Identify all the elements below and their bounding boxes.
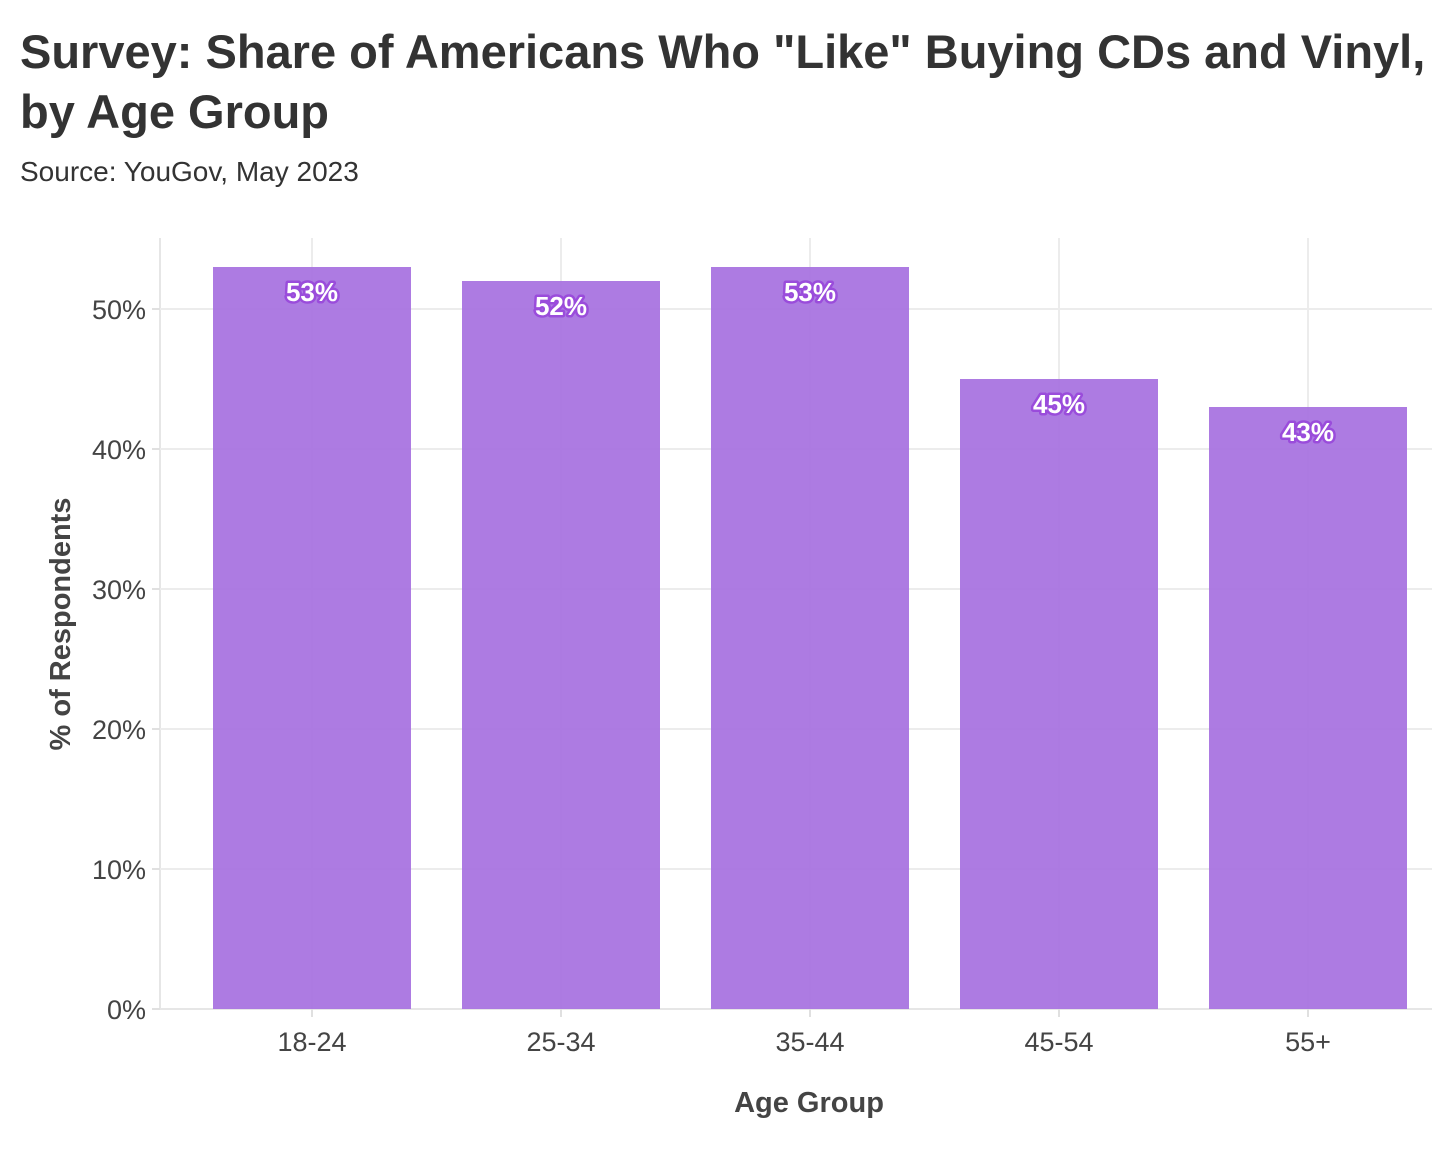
chart-subtitle: Source: YouGov, May 2023 [20,156,359,187]
y-axis-ticks: 0% 10% 20% 30% 40% 50% [92,295,146,1025]
bar-55+[interactable] [1209,407,1407,1009]
x-tick-label: 55+ [1285,1027,1331,1057]
bars [213,267,1407,1009]
x-axis-ticks: 18-24 25-34 35-44 45-54 55+ [277,1027,1330,1057]
chart-title: Survey: Share of Americans Who "Like" Bu… [20,25,1426,138]
data-label: 52% [535,291,587,321]
x-tick-label: 35-44 [775,1027,844,1057]
data-label: 45% [1033,389,1085,419]
bar-45-54[interactable] [960,379,1158,1009]
bar-18-24[interactable] [213,267,411,1009]
y-tick-label: 0% [107,995,146,1025]
bar-25-34[interactable] [462,281,660,1009]
data-label: 53% [784,277,836,307]
x-axis-label: Age Group [734,1087,884,1119]
y-tick-label: 10% [92,855,146,885]
y-tick-label: 30% [92,575,146,605]
x-tick-label: 25-34 [526,1027,595,1057]
bar-35-44[interactable] [711,267,909,1009]
data-labels: 53% 52% 53% 45% 43% [283,275,1336,450]
data-label: 43% [1282,417,1334,447]
y-tick-label: 20% [92,715,146,745]
x-tick-label: 45-54 [1024,1027,1093,1057]
y-axis-label: % of Respondents [45,498,77,751]
data-label: 53% [286,277,338,307]
y-tick-label: 50% [92,295,146,325]
x-tick-label: 18-24 [277,1027,346,1057]
y-tick-label: 40% [92,435,146,465]
